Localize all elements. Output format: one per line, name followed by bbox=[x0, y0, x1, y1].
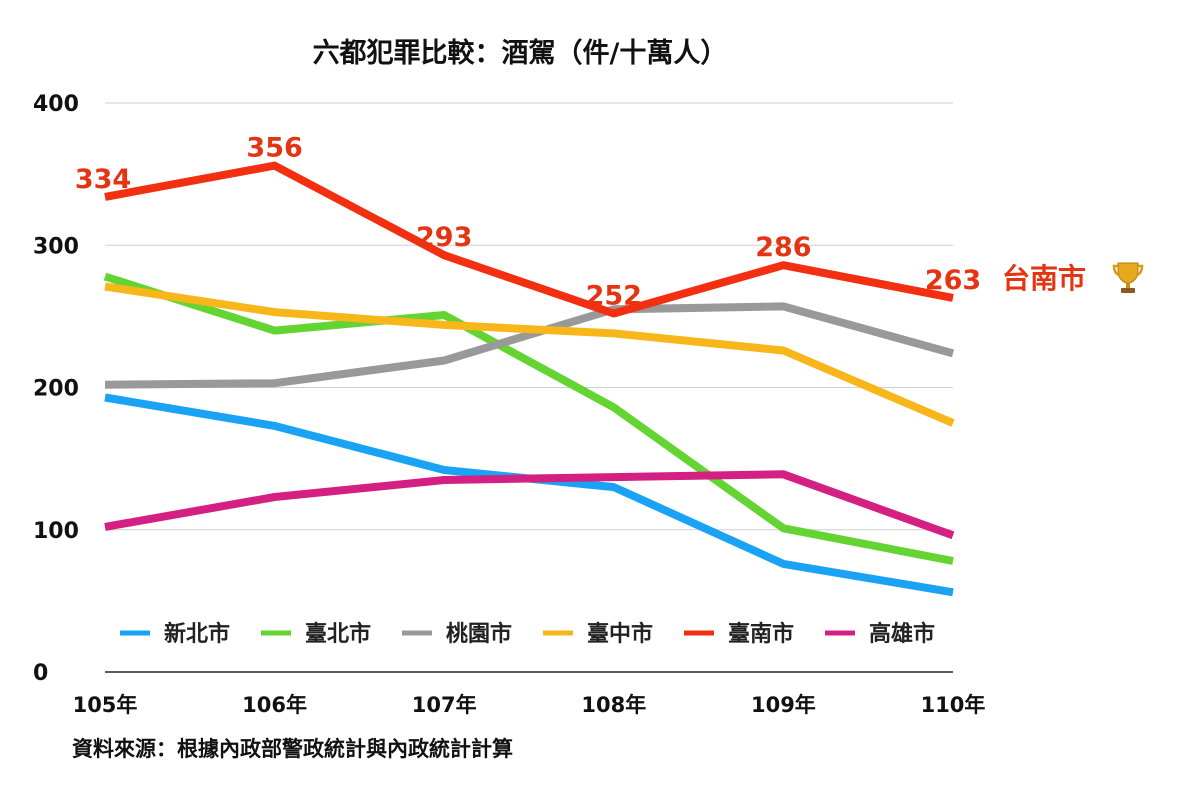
legend: 新北市 臺北市 桃園市 臺中市 臺南市 高雄市 bbox=[120, 621, 935, 647]
source-note: 資料來源：根據內政部警政統計與內政統計計算 bbox=[72, 737, 513, 761]
legend-label: 臺北市 bbox=[305, 621, 371, 647]
series-lines bbox=[103, 161, 955, 597]
data-label: 286 bbox=[755, 232, 811, 263]
annotation: 台南市 bbox=[1002, 262, 1144, 295]
grid bbox=[105, 102, 953, 673]
x-axis-ticks: 105年 106年 107年 108年 109年 110年 bbox=[73, 693, 986, 717]
legend-label: 新北市 bbox=[164, 621, 230, 647]
legend-label: 臺南市 bbox=[728, 621, 794, 647]
series-line-5 bbox=[104, 161, 954, 318]
legend-label: 桃園市 bbox=[446, 621, 512, 647]
series-line-4 bbox=[104, 282, 955, 427]
y-tick-label: 0 bbox=[33, 661, 48, 686]
y-tick-label: 300 bbox=[33, 234, 79, 259]
series-line-2 bbox=[103, 272, 954, 565]
trophy-icon bbox=[1112, 262, 1144, 293]
data-label: 263 bbox=[925, 265, 981, 296]
y-tick-label: 400 bbox=[33, 92, 79, 117]
x-tick-label: 109年 bbox=[751, 693, 816, 717]
series-line-6 bbox=[104, 470, 955, 540]
data-label: 293 bbox=[416, 222, 472, 253]
data-label: 356 bbox=[246, 133, 302, 164]
y-tick-label: 100 bbox=[33, 519, 79, 544]
x-tick-label: 110年 bbox=[921, 693, 986, 717]
series-line-3 bbox=[104, 302, 955, 389]
chart-title: 六都犯罪比較：酒駕（件/十萬人） bbox=[313, 37, 728, 69]
y-tick-label: 200 bbox=[33, 377, 79, 402]
data-labels: 334 356 293 252 286 263 bbox=[75, 133, 981, 312]
x-tick-label: 105年 bbox=[73, 693, 138, 717]
legend-label: 臺中市 bbox=[587, 621, 653, 647]
x-tick-label: 108年 bbox=[581, 693, 646, 717]
series-line-1 bbox=[104, 393, 954, 597]
annotation-label: 台南市 bbox=[1002, 262, 1086, 295]
x-tick-label: 107年 bbox=[412, 693, 477, 717]
data-label: 252 bbox=[586, 281, 642, 312]
x-tick-label: 106年 bbox=[242, 693, 307, 717]
y-axis-ticks: 0 100 200 300 400 bbox=[33, 92, 79, 686]
data-label: 334 bbox=[75, 164, 131, 195]
legend-label: 高雄市 bbox=[869, 621, 935, 647]
